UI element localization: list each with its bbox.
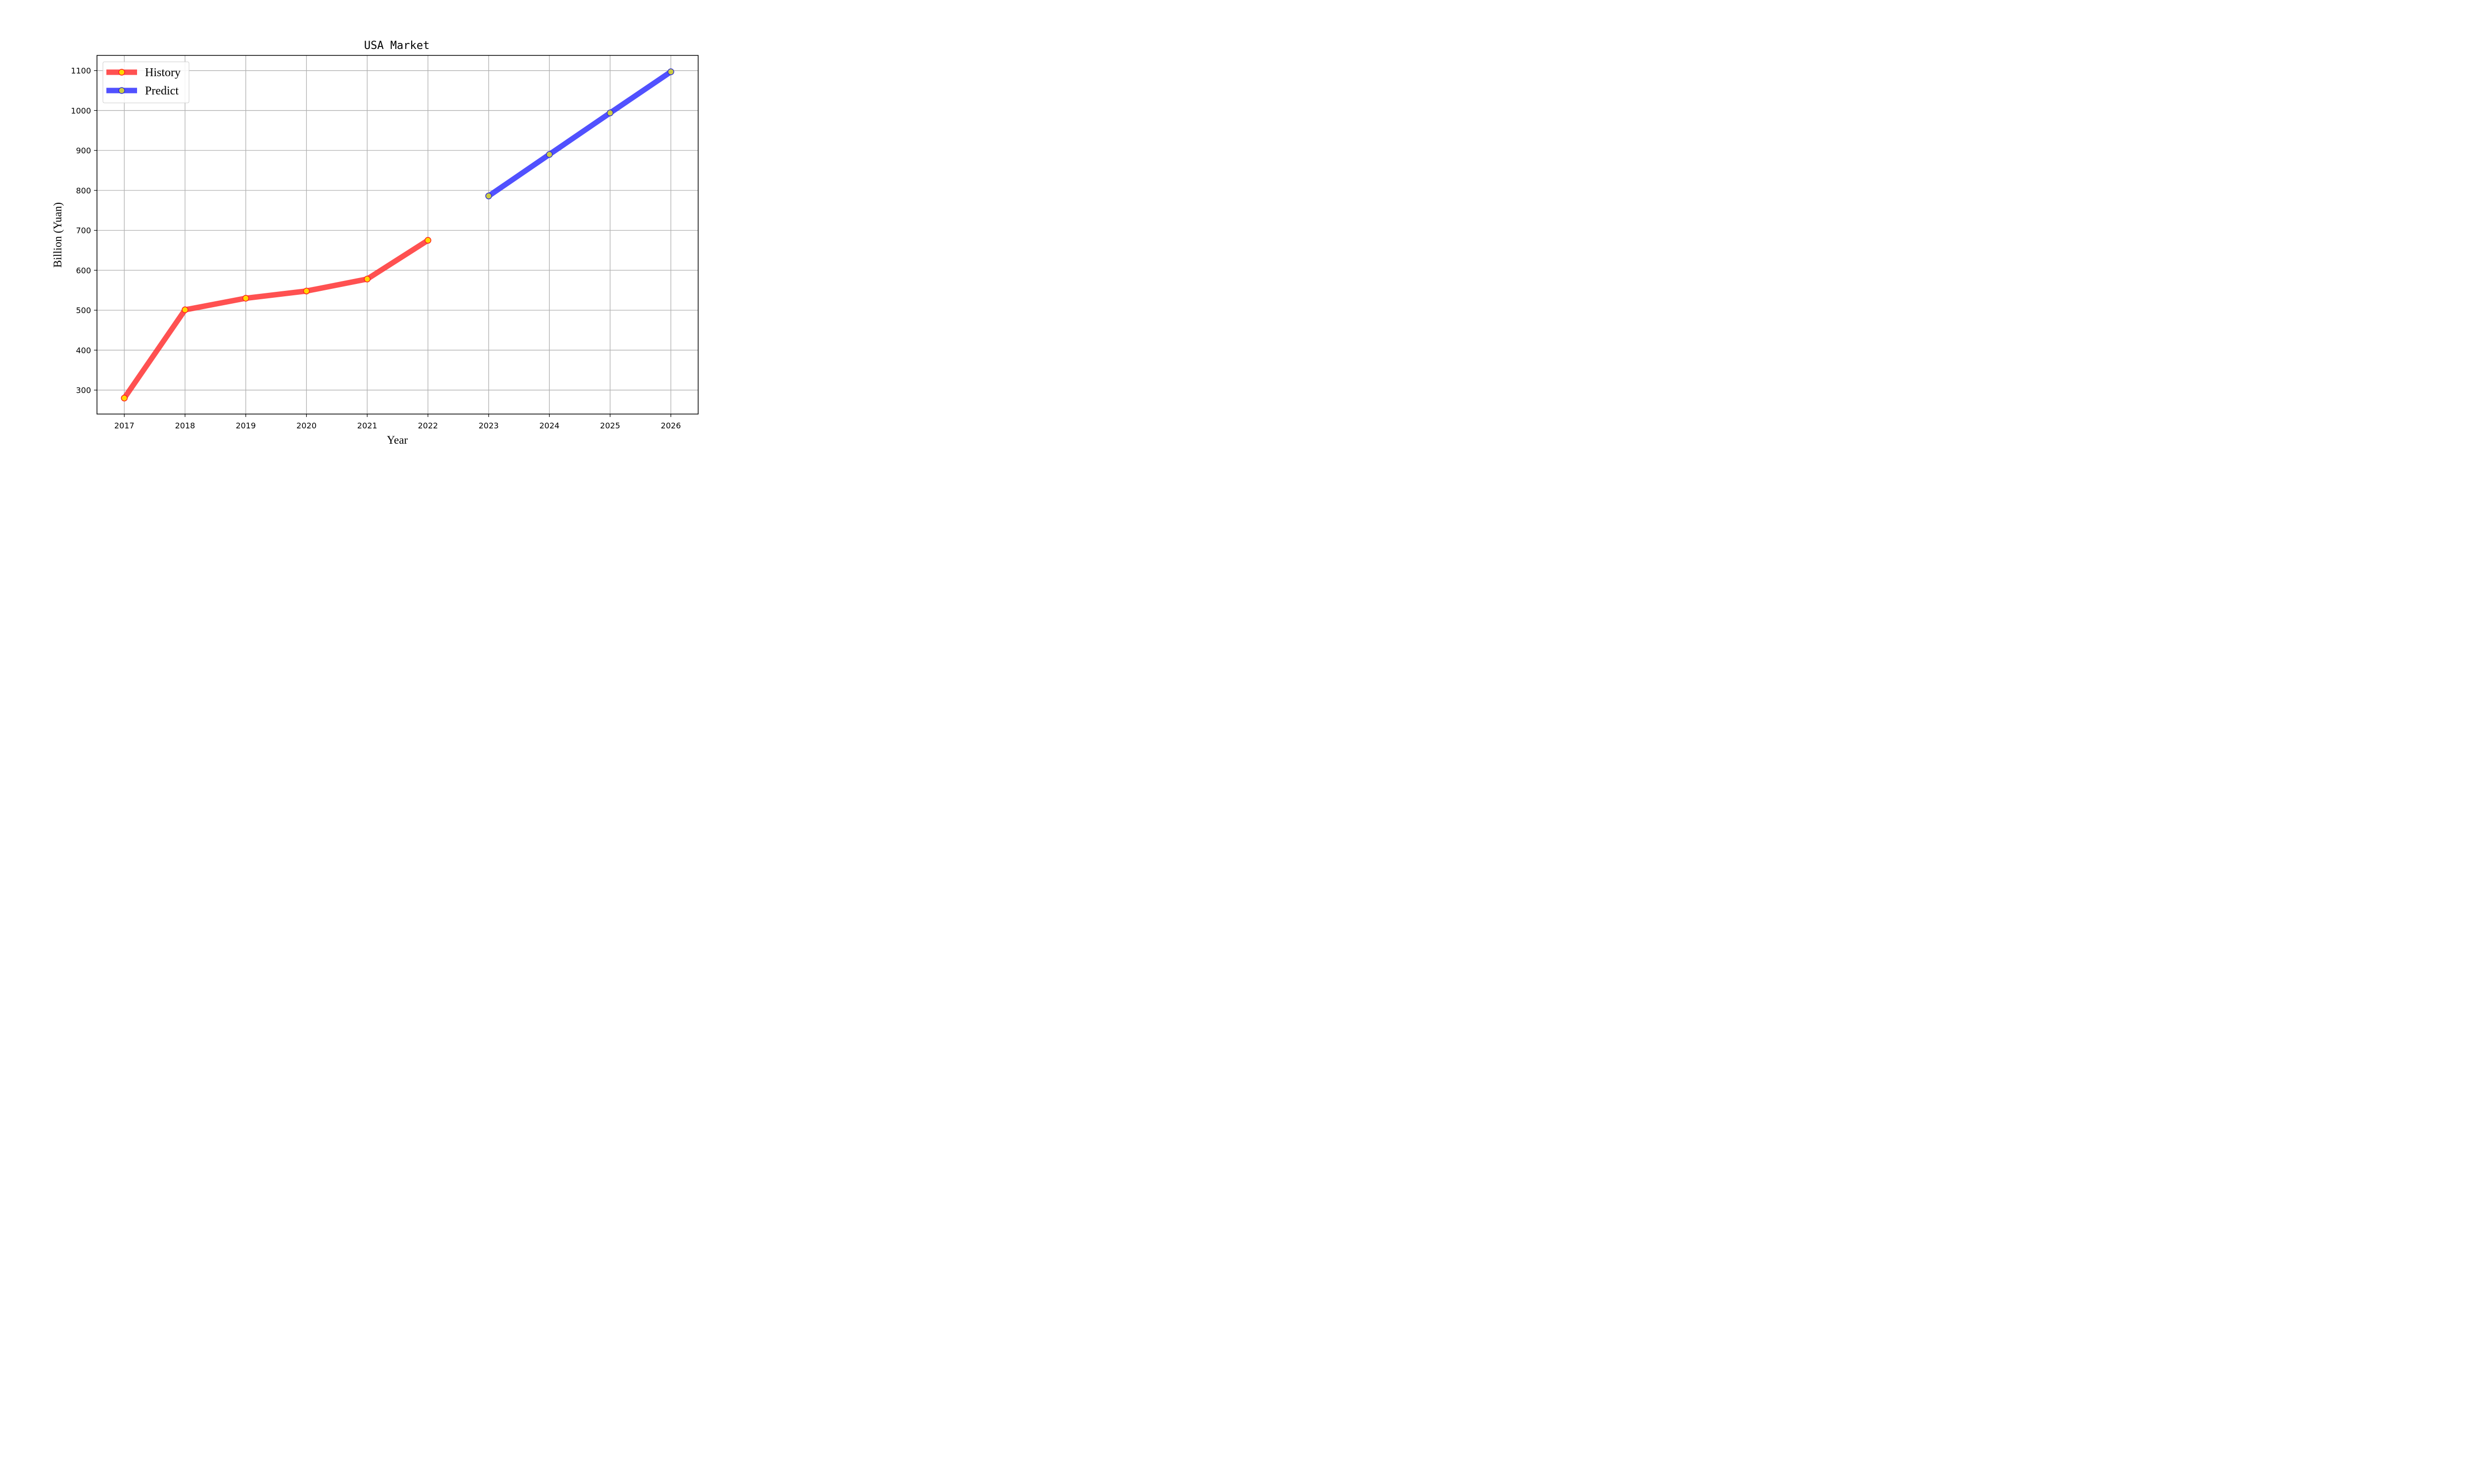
x-tick-label: 2021	[357, 421, 378, 430]
y-tick-label: 600	[76, 266, 91, 275]
legend: History Predict	[102, 61, 190, 103]
legend-entries: History Predict	[106, 66, 181, 97]
data-point-history	[242, 295, 249, 302]
x-tick-label: 2025	[600, 421, 620, 430]
y-tick-label: 500	[76, 306, 91, 315]
x-tick-label: 2018	[175, 421, 195, 430]
legend-marker-predict	[118, 87, 125, 94]
y-tick-label: 900	[76, 146, 91, 155]
chart-title: USA Market	[364, 40, 429, 52]
data-point-history	[364, 276, 371, 282]
x-tick-label: 2023	[478, 421, 499, 430]
data-point-predict	[485, 192, 492, 199]
y-tick-label: 700	[76, 226, 91, 235]
y-axis-label: Billion (Yuan)	[51, 202, 64, 268]
series-line-history	[122, 238, 429, 400]
x-tick-label: 2026	[661, 421, 681, 430]
y-tick-label: 300	[76, 386, 91, 395]
y-tick-label: 1000	[71, 106, 91, 115]
y-tick-label: 800	[76, 186, 91, 195]
legend-label-history: History	[145, 66, 181, 79]
legend-label-predict: Predict	[145, 85, 179, 97]
data-point-history	[121, 394, 128, 402]
x-tick-label: 2020	[296, 421, 317, 430]
series-layer	[121, 68, 674, 402]
x-tick-label: 2019	[236, 421, 256, 430]
x-tick-label: 2022	[418, 421, 438, 430]
data-point-history	[182, 306, 189, 314]
x-tick-label: 2017	[114, 421, 135, 430]
data-point-history	[303, 287, 310, 295]
x-tick-label: 2024	[539, 421, 560, 430]
series-line-predict	[487, 69, 672, 198]
y-tick-label: 400	[76, 346, 91, 355]
y-tick-label: 1100	[71, 66, 91, 76]
y-axis: 300 400 500 600 700 800 900 1000 1100	[71, 66, 97, 395]
line-chart: USA Market 2017 2018 2019 2020 2021 2022 2023 2…	[0, 0, 764, 459]
plot-frame	[96, 55, 699, 415]
legend-marker-history	[118, 69, 125, 76]
data-point-predict	[667, 68, 674, 75]
data-point-history	[425, 237, 431, 244]
x-axis: 2017 2018 2019 2020 2021 2022 2023 2024 2025 2026	[114, 414, 681, 430]
data-point-predict	[546, 151, 553, 158]
data-point-predict	[607, 109, 614, 117]
x-axis-label: Year	[387, 434, 408, 446]
